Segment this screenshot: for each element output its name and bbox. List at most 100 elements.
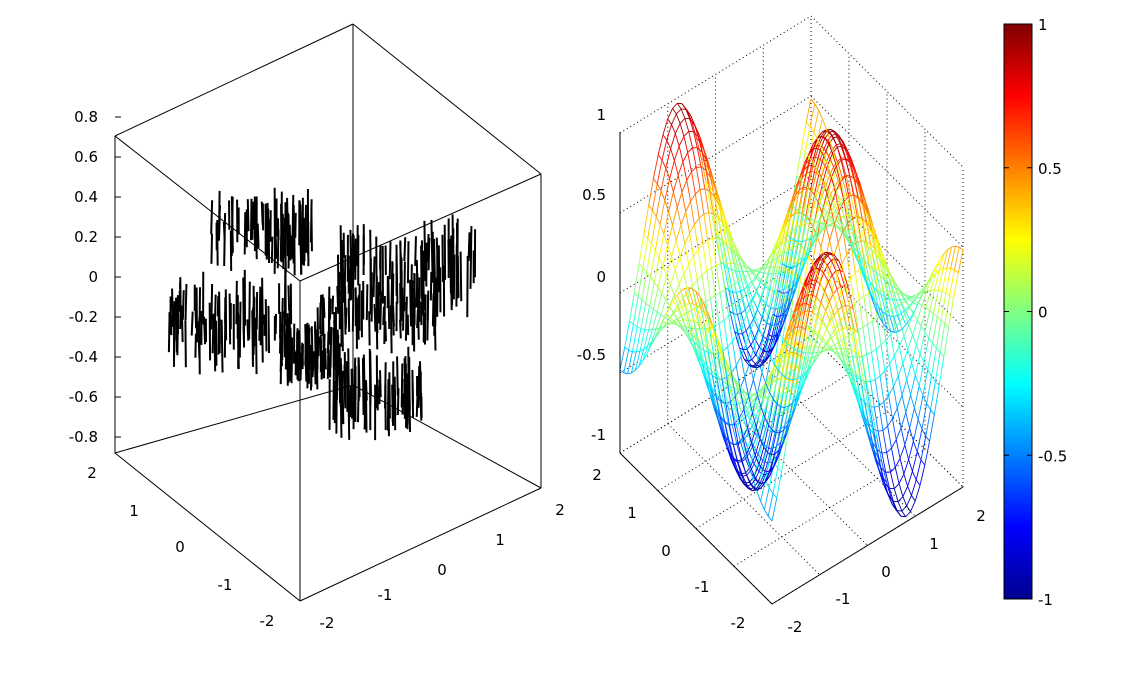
mesh-line <box>730 396 736 402</box>
wall-grid-line <box>619 15 812 134</box>
mesh-line <box>757 365 762 369</box>
mesh-line <box>731 269 736 272</box>
mesh-line <box>841 174 847 178</box>
mesh-line <box>846 237 852 247</box>
mesh-line <box>824 165 831 176</box>
mesh-line <box>752 283 757 293</box>
stem-mark <box>246 319 250 341</box>
mesh-line <box>724 420 729 425</box>
mesh-line <box>681 315 687 327</box>
mesh-line <box>797 299 803 317</box>
mesh-line <box>851 356 857 378</box>
mesh-line <box>933 385 940 415</box>
mesh-line <box>641 271 648 301</box>
mesh-line <box>890 275 895 282</box>
mesh-line <box>827 337 832 344</box>
mesh-line <box>777 446 783 458</box>
mesh-line <box>811 192 817 198</box>
mesh-line <box>869 405 875 408</box>
mesh-line <box>829 130 835 133</box>
mesh-line <box>852 165 857 174</box>
mesh-line <box>870 293 876 302</box>
mesh-line <box>759 283 766 301</box>
mesh-line <box>921 403 928 430</box>
mesh-line <box>740 473 746 484</box>
stem-mark <box>336 286 340 314</box>
mesh-line <box>862 358 868 386</box>
right-x-tick-label: -2 <box>788 618 803 636</box>
mesh-line <box>670 133 676 149</box>
mesh-line <box>916 428 923 453</box>
mesh-line <box>751 416 757 426</box>
mesh-line <box>793 240 798 243</box>
mesh-line <box>744 266 750 276</box>
mesh-line <box>878 306 883 312</box>
mesh-line <box>833 226 838 228</box>
mesh-line <box>700 166 706 189</box>
mesh-line <box>873 286 878 292</box>
mesh-line <box>724 422 729 442</box>
mesh-line <box>785 377 790 380</box>
mesh-line <box>777 467 782 473</box>
mesh-line <box>725 367 730 373</box>
mesh-line <box>670 313 675 319</box>
mesh-line <box>875 375 881 381</box>
mesh-line <box>638 349 645 367</box>
mesh-line <box>814 279 821 284</box>
stem-mark <box>361 358 365 415</box>
mesh-line <box>834 258 841 271</box>
mesh-line <box>656 327 661 330</box>
mesh-line <box>925 435 930 442</box>
mesh-line <box>771 309 776 326</box>
mesh-line <box>734 253 739 258</box>
mesh-line <box>897 501 903 512</box>
mesh-line <box>733 283 739 305</box>
mesh-line <box>781 374 787 379</box>
mesh-line <box>860 256 867 277</box>
mesh-line <box>768 266 774 288</box>
mesh-line <box>792 306 798 323</box>
stem-mark <box>308 353 311 369</box>
mesh-line <box>631 326 638 352</box>
mesh-line <box>684 233 690 245</box>
mesh-line <box>779 378 785 406</box>
mesh-line <box>820 176 825 185</box>
mesh-line <box>896 510 902 517</box>
mesh-line <box>874 379 880 406</box>
mesh-line <box>873 292 878 319</box>
floor-grid-line <box>695 411 888 529</box>
mesh-line <box>734 331 740 348</box>
mesh-line <box>746 314 752 332</box>
mesh-line <box>643 233 649 239</box>
mesh-line <box>804 126 811 153</box>
mesh-line <box>870 244 876 250</box>
mesh-line <box>796 378 803 385</box>
right-y-tick-label: 2 <box>592 466 602 484</box>
mesh-line <box>817 336 823 341</box>
mesh-line <box>903 324 910 337</box>
mesh-line <box>718 204 724 224</box>
mesh-line <box>709 185 715 212</box>
mesh-line <box>756 491 762 502</box>
mesh-line <box>650 276 655 283</box>
mesh-line <box>757 462 762 473</box>
mesh-line <box>823 143 830 156</box>
mesh-line <box>874 266 880 271</box>
left-y-tick-label: 2 <box>87 464 97 482</box>
mesh-line <box>883 401 889 427</box>
mesh-line <box>875 308 880 318</box>
mesh-line <box>898 290 905 300</box>
mesh-line <box>752 379 758 395</box>
mesh-line <box>681 103 687 110</box>
mesh-line <box>709 395 715 409</box>
mesh-line <box>840 143 845 147</box>
mesh-line <box>627 351 633 374</box>
mesh-line <box>791 289 797 300</box>
mesh-line <box>944 295 951 324</box>
mesh-line <box>762 469 767 473</box>
mesh-line <box>909 300 915 308</box>
mesh-line <box>795 208 800 213</box>
mesh-line <box>746 397 751 401</box>
mesh-line <box>926 277 933 292</box>
mesh-line <box>841 145 848 151</box>
